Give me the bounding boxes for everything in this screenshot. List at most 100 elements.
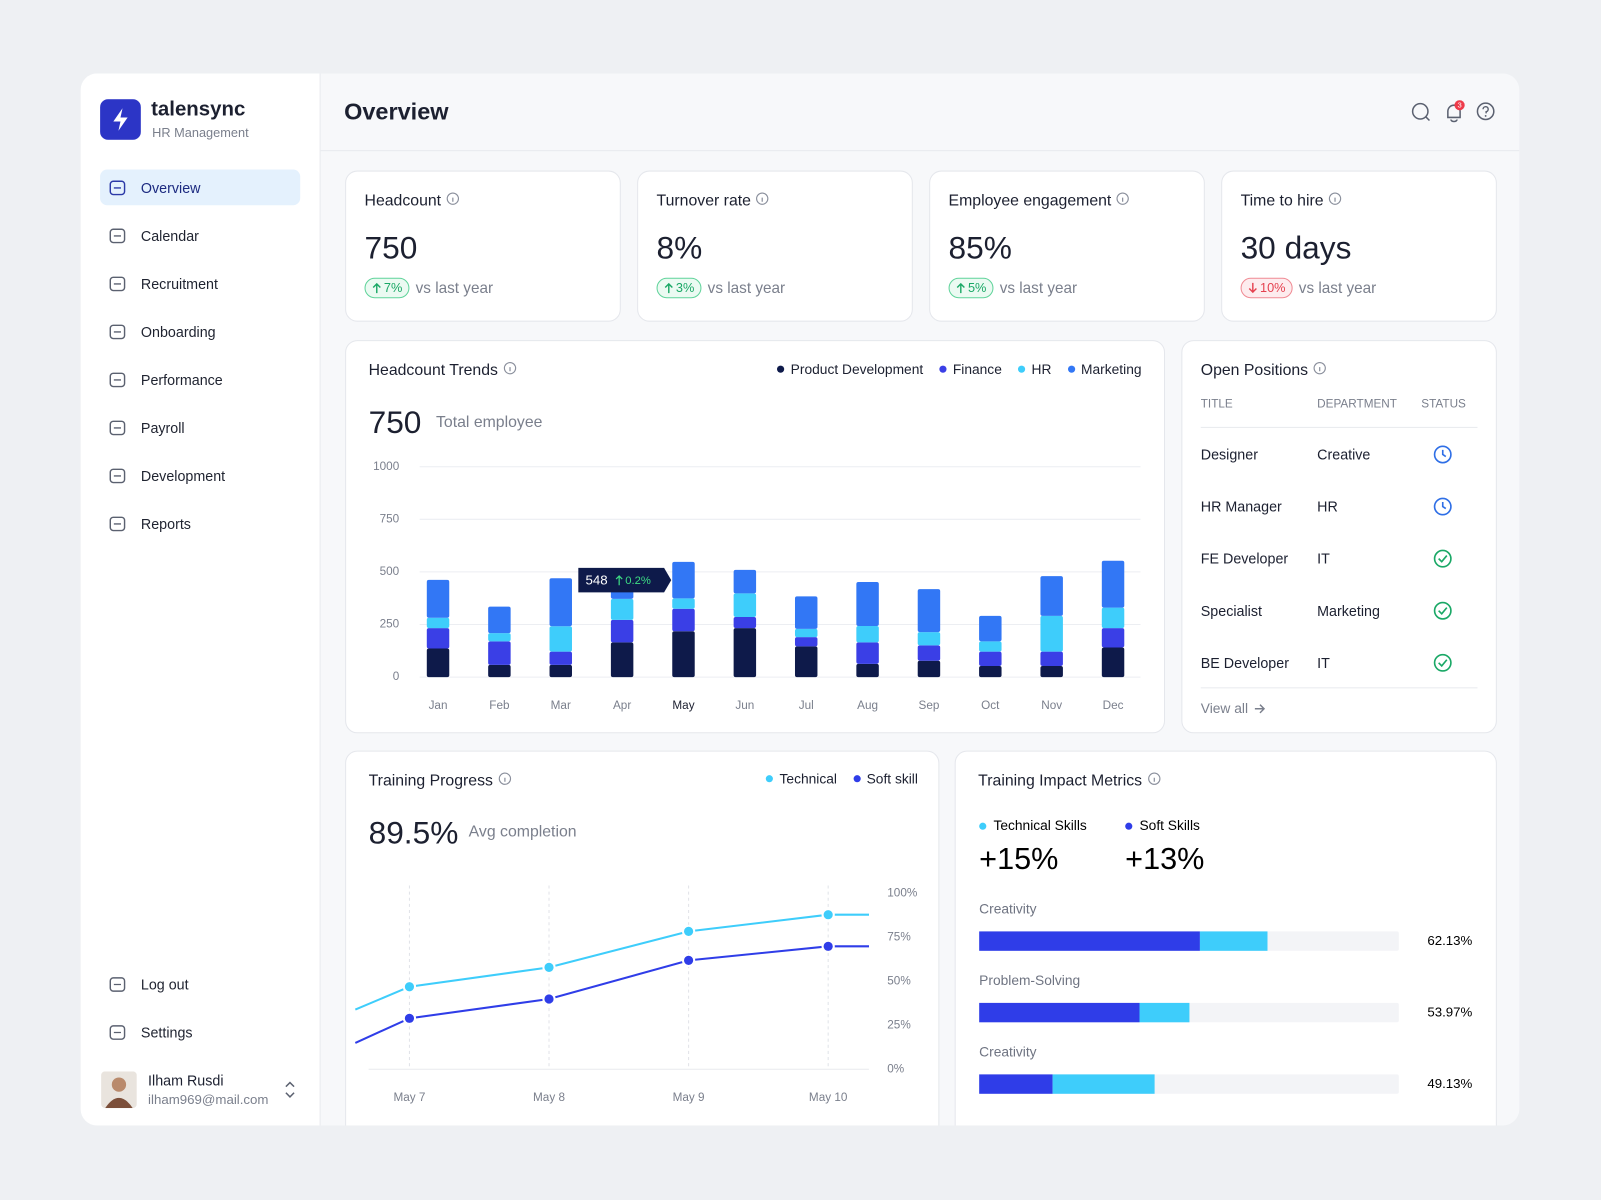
nav-item[interactable]: Reports xyxy=(100,506,300,542)
y-tick-label: 1000 xyxy=(373,460,400,473)
bottom-backdrop xyxy=(0,1125,1601,1200)
x-tick-label: Feb xyxy=(489,699,510,712)
legend-item: Technical xyxy=(766,771,837,786)
view-all[interactable]: View all xyxy=(1201,701,1267,716)
nav-icon xyxy=(109,228,126,243)
column-header: TITLE xyxy=(1200,398,1233,411)
nav-item[interactable]: Performance xyxy=(100,362,300,398)
kpi-title: Time to hire xyxy=(1240,192,1324,210)
legend-dot xyxy=(853,775,861,783)
info-glyph xyxy=(1329,192,1342,205)
legend-label: Marketing xyxy=(1081,361,1142,377)
bar-segment xyxy=(794,628,818,638)
info-glyph xyxy=(446,192,459,205)
nav-icon xyxy=(109,420,126,435)
info-icon xyxy=(1329,192,1342,210)
bar-segment xyxy=(794,596,818,629)
rate-label: 62.13% xyxy=(1427,933,1472,948)
nav-label: Performance xyxy=(140,371,223,388)
bar-segment xyxy=(979,651,1002,666)
bell-icon[interactable] xyxy=(1447,100,1465,123)
kpi-value: 85% xyxy=(948,229,1012,266)
tooltip-arrow xyxy=(615,575,623,586)
headcount-chart: 0 250 500 750 1000 Jan Feb Mar Apr May Jun Jul Aug Se… xyxy=(373,460,1141,712)
search-icon[interactable] xyxy=(1411,102,1431,122)
info-icon xyxy=(1313,361,1327,380)
bar-segment xyxy=(672,598,695,609)
bar-segment xyxy=(426,628,450,649)
bar-segment xyxy=(549,578,572,627)
nav-icon-shape xyxy=(109,324,126,339)
category-label: Creativity xyxy=(979,902,1036,917)
nav-item[interactable]: Recruitment xyxy=(100,266,300,302)
nav-label: Recruitment xyxy=(140,275,218,292)
help-icon[interactable] xyxy=(1476,102,1495,121)
status-mark xyxy=(1438,607,1448,615)
brand: talensync xyxy=(151,98,246,121)
info-icon xyxy=(756,192,769,210)
position-department: Marketing xyxy=(1317,602,1380,619)
legend-item: Soft skill xyxy=(853,771,918,786)
legend-item: Marketing xyxy=(1067,361,1142,377)
x-tick-label: Nov xyxy=(1041,699,1062,712)
card-title: Headcount Trends xyxy=(368,361,498,379)
bar-segment xyxy=(426,617,450,629)
bar-segment xyxy=(488,633,511,642)
bar-segment xyxy=(426,648,450,678)
bar-segment xyxy=(794,646,818,678)
position-title: BE Developer xyxy=(1200,654,1289,671)
kpi-title: Turnover rate xyxy=(656,192,751,210)
info-circle xyxy=(498,772,511,785)
bar-segment xyxy=(917,660,941,678)
legend-dot xyxy=(1067,365,1075,373)
bar-segment xyxy=(672,608,695,632)
info-glyph xyxy=(1116,192,1130,205)
view-all-text: View all xyxy=(1200,700,1249,716)
summary-label: Avg completion xyxy=(468,823,577,841)
bar-segment xyxy=(1101,628,1125,648)
line xyxy=(354,945,870,1044)
kpi-change: 7% xyxy=(383,280,403,296)
y-tick-label: 0 xyxy=(393,670,400,683)
nav-item[interactable]: Payroll xyxy=(100,410,300,446)
nav-item[interactable]: Settings xyxy=(100,1014,300,1050)
info-icon xyxy=(498,772,511,790)
bar-segment xyxy=(1101,647,1125,678)
tooltip-value: 548 xyxy=(585,573,607,588)
status-mark xyxy=(1441,501,1447,510)
legend: Product Development Finance HR Marketing xyxy=(777,361,1142,377)
nav-item[interactable]: Calendar xyxy=(100,218,300,254)
arrow-icon xyxy=(1255,703,1266,713)
kpi-title-row: Headcount xyxy=(365,192,460,210)
nav-item[interactable]: Onboarding xyxy=(100,314,300,350)
info-circle xyxy=(1313,361,1327,375)
divider xyxy=(1200,426,1478,428)
x-tick-label: Jun xyxy=(735,699,754,712)
legend: Technical Soft skill xyxy=(766,771,918,786)
info-circle xyxy=(1116,192,1130,205)
point xyxy=(681,924,696,939)
kpi-title-row: Employee engagement xyxy=(949,192,1130,210)
bar-segment xyxy=(733,616,757,629)
kpi-badge: 7% xyxy=(364,277,410,299)
status-icon xyxy=(1433,497,1452,516)
bar-segment xyxy=(856,582,879,626)
card-title-row: Headcount Trends xyxy=(369,362,517,380)
position-department: IT xyxy=(1317,654,1330,671)
bar-segment xyxy=(488,641,511,665)
nav-item[interactable]: Log out xyxy=(100,966,300,1002)
kpi-title: Headcount xyxy=(364,192,442,210)
user-menu-toggle[interactable] xyxy=(284,1081,296,1099)
point xyxy=(402,980,417,994)
info-circle xyxy=(446,192,459,205)
bar-segment xyxy=(426,579,450,618)
nav-item[interactable]: Development xyxy=(100,458,300,494)
column-header: STATUS xyxy=(1421,398,1466,411)
bar-segment xyxy=(1199,931,1268,951)
bar-segment xyxy=(488,664,511,678)
nav-label: Reports xyxy=(140,515,191,532)
nav-item[interactable]: Overview xyxy=(100,169,301,206)
kpi-badge: 3% xyxy=(656,277,702,299)
kpi-card: Headcount 750 7% vs last year xyxy=(345,170,621,322)
